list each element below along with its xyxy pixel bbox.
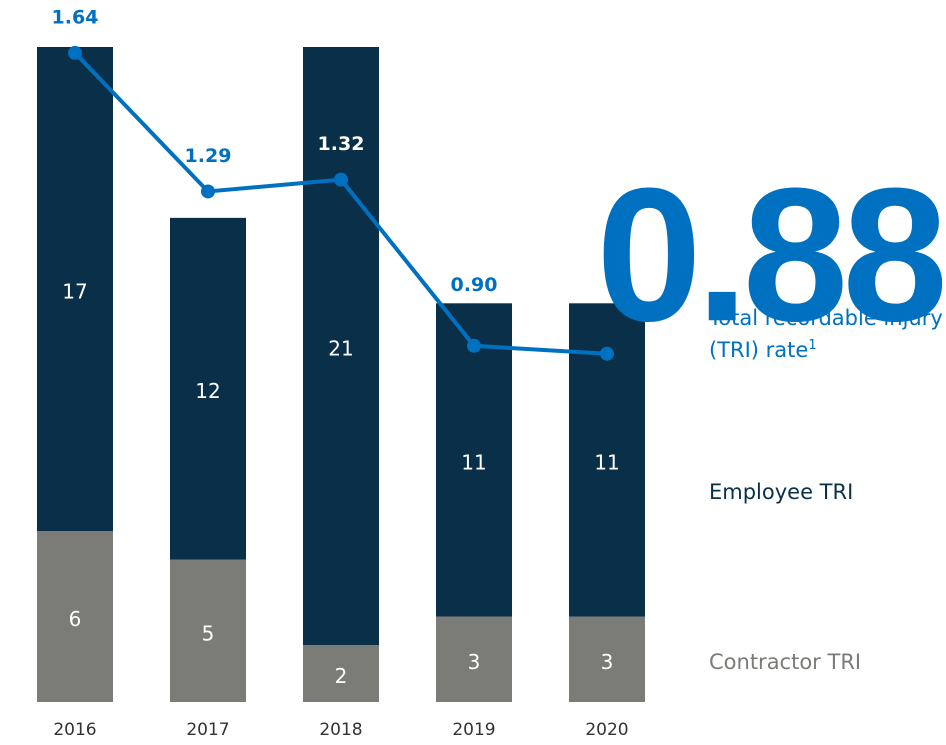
segment-label: 5 <box>202 621 215 645</box>
bar-segment <box>37 47 113 532</box>
rate-label: 0.90 <box>451 274 498 296</box>
bar-segment <box>37 531 113 702</box>
legend-rate: Total recordable injury (TRI) rate1 <box>709 304 944 364</box>
segment-label: 2 <box>335 664 348 688</box>
segment-label: 11 <box>461 450 486 474</box>
segment-label: 21 <box>328 337 353 361</box>
x-tick-label: 2016 <box>53 720 96 740</box>
footnote-marker: 1 <box>808 338 817 353</box>
bar-segment <box>436 616 512 702</box>
bar-segment <box>303 47 379 646</box>
segment-label: 3 <box>468 650 481 674</box>
legend-employee: Employee TRI <box>709 480 854 504</box>
bar-segment <box>170 217 246 560</box>
x-tick-label: 2018 <box>319 720 362 740</box>
bar-segment <box>569 616 645 702</box>
x-tick-label: 2017 <box>186 720 229 740</box>
bar-segment <box>436 303 512 617</box>
bar-segment <box>303 645 379 702</box>
rate-point <box>201 184 215 199</box>
segment-label: 6 <box>69 607 82 631</box>
rate-label: 1.32 <box>318 133 365 155</box>
segment-label: 11 <box>594 450 619 474</box>
rate-point <box>600 346 614 361</box>
headline-rate: 0.88 <box>596 149 942 361</box>
segment-label: 12 <box>195 379 220 403</box>
x-tick-label: 2019 <box>452 720 495 740</box>
rate-point <box>334 172 348 187</box>
bar-segment <box>170 559 246 702</box>
rate-point <box>467 338 481 353</box>
rate-label: 1.29 <box>185 145 232 167</box>
segment-label: 3 <box>601 650 614 674</box>
segment-label: 17 <box>62 280 87 304</box>
legend-rate-label: Total recordable injury (TRI) rate <box>709 306 943 362</box>
x-tick-label: 2020 <box>585 720 628 740</box>
rate-point <box>68 45 82 60</box>
legend-contractor: Contractor TRI <box>709 650 862 674</box>
rate-label: 1.64 <box>52 6 99 28</box>
